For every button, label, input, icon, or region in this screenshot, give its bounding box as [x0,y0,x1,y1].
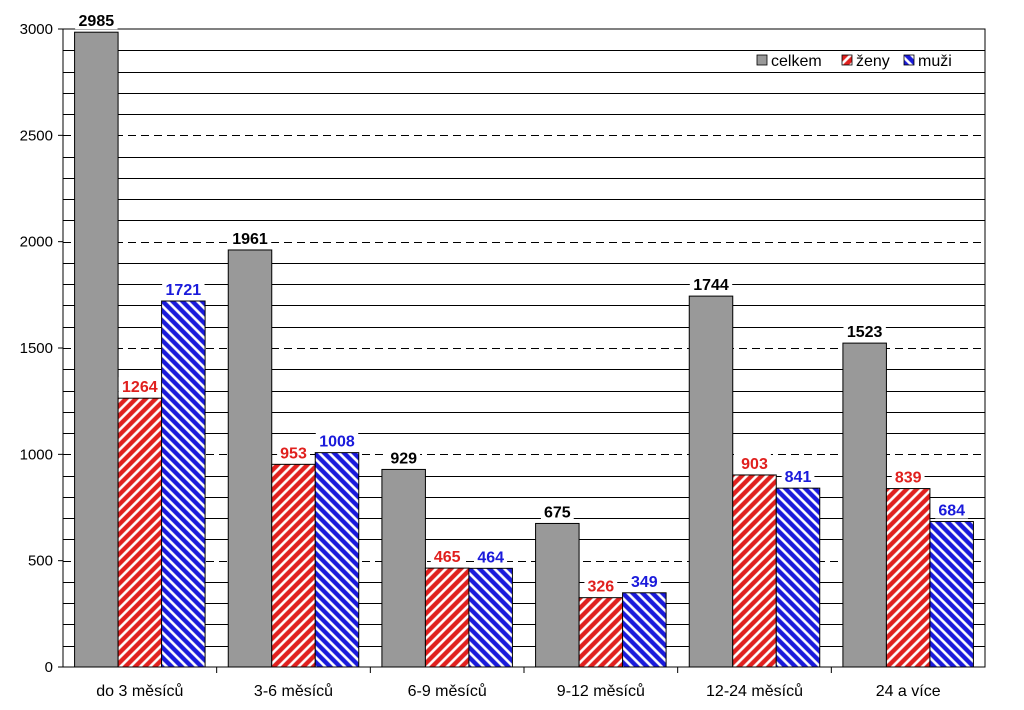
data-labels-layer: 2985 1264 1721 1961 953 1008 929 465 464 675 326 34… [75,11,969,596]
data-label: 326 [587,579,614,596]
data-label-bg [738,453,771,472]
data-label-bg [781,467,815,486]
bar-muži-1 [314,452,360,668]
data-label-bg [75,11,118,30]
data-label-bg [935,500,969,519]
bar-ženy-1 [271,463,316,668]
grid-layer [62,28,986,668]
data-label-bg [228,228,272,247]
data-label: 839 [895,470,922,487]
data-label-bg [891,467,925,486]
x-category-label: 3-6 měsíců [254,682,333,700]
data-label-bg [540,502,574,521]
data-label-bg [627,571,661,590]
bar-muži-4 [775,487,821,668]
data-label-bg [277,443,310,462]
data-label-bg [387,448,421,467]
bar-muži-2 [468,567,513,668]
data-label-bg [584,576,618,595]
bar-ženy-2 [424,567,470,668]
data-label: 675 [544,504,571,521]
y-tick-label: 0 [45,659,53,676]
bar-ženy-0 [117,397,163,668]
x-category-label: 12-24 měsíců [706,682,803,700]
bar-ženy-5 [885,488,931,668]
data-label-bg [315,431,359,450]
y-tick-label: 2500 [20,127,53,144]
data-label-bg [689,275,733,294]
y-tick-label: 1000 [20,446,53,463]
data-label: 464 [477,549,504,566]
x-category-label: 6-9 měsíců [408,682,487,700]
data-label: 465 [434,549,461,566]
legend-swatch-celkem [756,54,768,66]
data-label: 953 [280,445,307,462]
legend-label-muži: muži [918,53,952,70]
bar-muži-3 [622,592,667,668]
data-label-bg [118,377,162,396]
data-label: 1721 [166,282,202,299]
legend: celkem ženy muži [756,53,952,70]
data-label: 684 [938,503,965,520]
data-label: 349 [631,574,658,591]
legend-label-celkem: celkem [771,53,822,70]
legend-swatch-ženy [841,54,853,66]
bar-celkem-1 [227,249,273,668]
data-label: 2985 [79,13,115,30]
data-label: 903 [741,456,768,473]
bar-celkem-5 [842,342,887,668]
data-label: 929 [390,450,417,467]
data-label-bg [474,547,508,566]
bars-layer [74,31,974,668]
data-label: 1523 [847,324,883,341]
data-label: 1264 [122,379,158,396]
bar-muži-5 [929,521,974,668]
data-label: 1008 [319,434,355,451]
data-label-bg [162,280,205,299]
legend-label-ženy: ženy [856,53,890,70]
bar-celkem-3 [535,522,580,668]
legend-swatch-muži [903,54,915,66]
bar-muži-0 [161,300,206,668]
bar-ženy-3 [578,597,624,668]
y-tick-label: 500 [28,553,53,570]
data-label-bg [843,322,886,341]
bar-celkem-2 [381,468,426,668]
y-tick-label: 2000 [20,234,53,251]
y-tick-label: 3000 [20,21,53,38]
x-category-label: 9-12 měsíců [557,682,645,700]
axis-layer: 0 500 1000 1500 2000 2500 3000 do 3 měsíců 3-6 m… [20,21,941,700]
bar-celkem-4 [688,295,734,668]
data-label: 1744 [693,277,729,294]
data-label: 841 [785,469,812,486]
bar-celkem-0 [74,31,119,668]
y-tick-label: 1500 [20,340,53,357]
x-category-label: 24 a více [876,683,941,700]
data-label: 1961 [232,231,268,248]
bar-ženy-4 [732,474,777,668]
x-category-label: do 3 měsíců [96,682,183,700]
data-label-bg [430,547,464,566]
